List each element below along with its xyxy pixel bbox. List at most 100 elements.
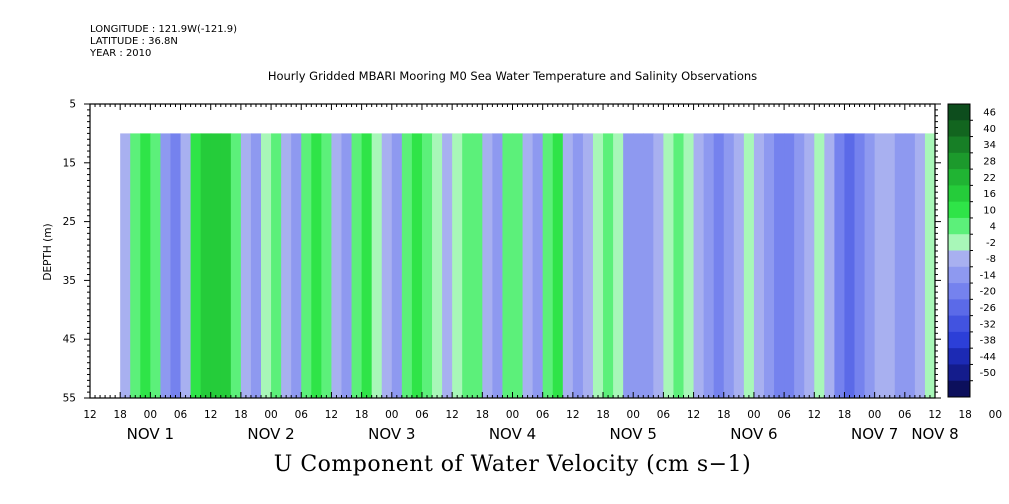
x-tick-label: 12: [566, 409, 579, 421]
heatmap-column: [613, 133, 624, 398]
colorbar-label: -8: [986, 254, 996, 265]
heatmap-column: [542, 133, 554, 398]
y-tick-label: 5: [69, 99, 76, 111]
heatmap-column: [331, 133, 343, 398]
variable-caption: U Component of Water Velocity (cm s−1): [273, 452, 752, 477]
x-tick-label: 12: [83, 409, 96, 421]
heatmap-column: [743, 133, 755, 398]
colorbar-label: 22: [983, 173, 996, 184]
heatmap-column: [914, 133, 926, 398]
x-tick-label: 18: [113, 409, 126, 421]
colorbar-label: 40: [983, 124, 996, 135]
heatmap-column: [623, 133, 634, 398]
x-axis: 12 18 00 06 12 18 00 06 12 18 00 06 12 18 00 06 12 18 00 06…: [83, 104, 1002, 443]
x-day-label: NOV 1: [127, 425, 174, 443]
colorbar-label: 28: [983, 156, 996, 167]
year-label: YEAR : 2010: [90, 48, 152, 59]
colorbar-label: -50: [980, 368, 996, 379]
heatmap-column: [552, 133, 564, 398]
colorbar: 46 40 34 28 22 16 10 4 -2 -8 -14 -20 -26 -32 -38 -44 -50: [947, 103, 996, 398]
colorbar-swatch: [948, 104, 970, 121]
colorbar-label: 34: [983, 140, 996, 151]
x-tick-label: 18: [838, 409, 851, 421]
heatmap-column: [371, 133, 383, 398]
heatmap-column: [562, 133, 574, 398]
longitude-label: LONGITUDE : 121.9W(-121.9): [90, 24, 237, 35]
x-tick-label: 18: [234, 409, 247, 421]
x-day-label: NOV 8: [911, 425, 958, 443]
heatmap-column: [140, 133, 151, 398]
colorbar-swatch: [948, 185, 970, 203]
x-tick-label: 00: [385, 409, 398, 421]
colorbar-swatch: [948, 120, 970, 137]
heatmap-column: [663, 133, 675, 398]
colorbar-label: -38: [980, 336, 996, 347]
colorbar-label: 46: [983, 108, 996, 119]
x-tick-label: 06: [536, 409, 550, 421]
x-tick-label: 00: [627, 409, 640, 421]
heatmap-column: [170, 133, 182, 398]
x-day-label: NOV 2: [247, 425, 294, 443]
heatmap-column: [643, 133, 654, 398]
heatmap-column: [824, 133, 836, 398]
heatmap-column: [522, 133, 534, 398]
heatmap-column: [864, 133, 876, 398]
x-tick-label: 06: [777, 409, 791, 421]
heatmap-column: [442, 133, 453, 398]
heatmap-column: [230, 133, 242, 398]
x-day-label: NOV 4: [489, 425, 536, 443]
heatmap-column: [240, 133, 252, 398]
colorbar-label: -26: [980, 303, 996, 314]
x-tick-label: 12: [808, 409, 821, 421]
x-day-label: NOV 3: [368, 425, 415, 443]
x-tick-label: 12: [928, 409, 941, 421]
heatmap-column: [462, 133, 473, 398]
heatmap-column: [351, 133, 363, 398]
heatmap-column: [391, 133, 403, 398]
heatmap-column: [361, 133, 373, 398]
heatmap-column: [411, 133, 423, 398]
heatmap-column: [904, 133, 916, 398]
chart-title: Hourly Gridded MBARI Mooring M0 Sea Wate…: [267, 69, 758, 83]
heatmap-column: [532, 133, 544, 398]
x-day-label: NOV 6: [730, 425, 777, 443]
heatmap-area: [120, 133, 936, 398]
colorbar-label: -20: [980, 287, 996, 298]
heatmap-column: [794, 133, 805, 398]
heatmap-column: [401, 133, 413, 398]
heatmap-column: [844, 133, 856, 398]
heatmap-column: [311, 133, 322, 398]
x-tick-label: 12: [325, 409, 338, 421]
heatmap-column: [572, 133, 584, 398]
colorbar-swatch: [948, 331, 970, 349]
y-tick-label: 35: [63, 275, 76, 287]
x-tick-label: 00: [506, 409, 519, 421]
y-tick-label: 55: [63, 393, 76, 405]
x-day-label: NOV 5: [610, 425, 657, 443]
x-tick-label: 06: [898, 409, 912, 421]
heatmap-column: [814, 133, 825, 398]
y-tick-label: 15: [63, 157, 76, 169]
x-tick-label: 12: [204, 409, 217, 421]
heatmap-column: [432, 133, 443, 398]
heatmap-column: [703, 133, 715, 398]
heatmap-column: [130, 133, 141, 398]
heatmap-column: [220, 133, 232, 398]
colorbar-swatch: [948, 169, 970, 186]
colorbar-swatch: [948, 250, 970, 268]
heatmap-column: [381, 133, 393, 398]
x-tick-label: 18: [717, 409, 730, 421]
heatmap-column: [723, 133, 735, 398]
x-tick-label: 00: [264, 409, 277, 421]
heatmap-column: [894, 133, 906, 398]
heatmap-column: [924, 133, 936, 398]
colorbar-swatch: [948, 266, 970, 284]
heatmap-column: [120, 133, 131, 398]
colorbar-label: -14: [980, 270, 996, 281]
x-tick-label: 06: [295, 409, 309, 421]
x-day-label: NOV 7: [851, 425, 898, 443]
heatmap-column: [763, 133, 775, 398]
heatmap-column: [472, 133, 483, 398]
colorbar-swatch: [948, 136, 970, 154]
